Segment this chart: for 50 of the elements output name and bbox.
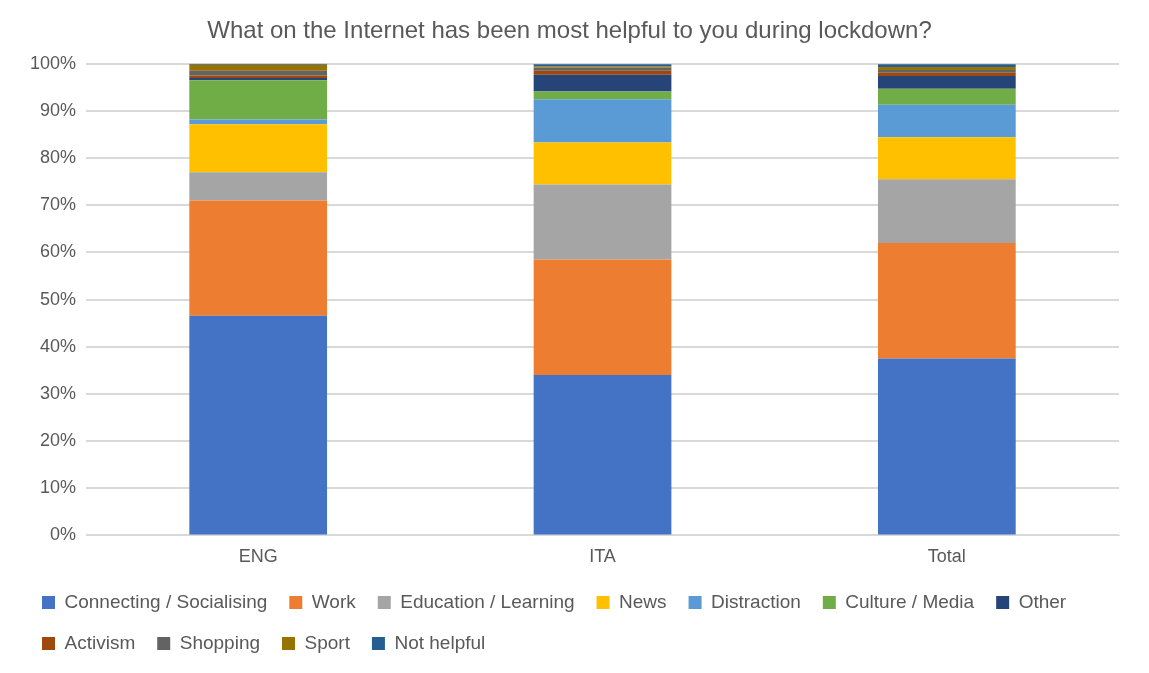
bar [533, 74, 672, 92]
bar [877, 179, 1016, 244]
bar [533, 184, 672, 260]
y-tick-label: 0% [50, 524, 77, 545]
legend-label: Distraction [711, 590, 801, 612]
legend-label: Other [1018, 590, 1067, 612]
y-tick-label: 100% [29, 52, 77, 73]
bar [533, 142, 672, 185]
y-tick-label: 30% [40, 382, 77, 403]
legend-label: Not helpful [394, 631, 486, 653]
legend-label: News [619, 590, 667, 612]
y-tick-label: 70% [40, 194, 77, 215]
bar [877, 137, 1016, 180]
legend-label: Activism [64, 631, 136, 653]
y-tick-label: 90% [40, 99, 77, 120]
legend-label: Sport [304, 631, 351, 653]
y-tick-label: 50% [40, 288, 77, 309]
y-tick-label: 10% [40, 477, 77, 498]
bar [877, 358, 1016, 535]
bar [877, 72, 1016, 77]
legend-label: Connecting / Socialising [64, 590, 268, 612]
bar [877, 104, 1016, 138]
bar [189, 64, 328, 71]
bar [877, 76, 1016, 89]
bar [189, 119, 328, 125]
bar [189, 172, 328, 201]
x-tick-label: ITA [589, 546, 616, 567]
bar [533, 259, 672, 376]
legend-label: Education / Learning [400, 590, 575, 612]
bar [189, 80, 328, 120]
y-tick-label: 60% [40, 241, 77, 262]
bar [189, 124, 328, 173]
bar [189, 70, 328, 76]
bar [533, 70, 672, 75]
y-tick-label: 80% [40, 147, 77, 168]
legend-label: Shopping [179, 631, 261, 653]
bar [533, 99, 672, 143]
legend-label: Work [311, 590, 357, 612]
bar [189, 200, 328, 316]
bar [533, 91, 672, 100]
bar [877, 88, 1016, 105]
chart-title: What on the Internet has been most helpful to you during lockdown? [207, 16, 932, 44]
y-tick-label: 40% [40, 335, 77, 356]
y-tick-label: 20% [40, 430, 77, 451]
bar [189, 315, 328, 535]
bar [533, 375, 672, 535]
bar [877, 243, 1016, 359]
x-tick-label: ENG [238, 546, 278, 567]
legend-label: Culture / Media [845, 590, 975, 612]
x-tick-label: Total [927, 546, 966, 567]
